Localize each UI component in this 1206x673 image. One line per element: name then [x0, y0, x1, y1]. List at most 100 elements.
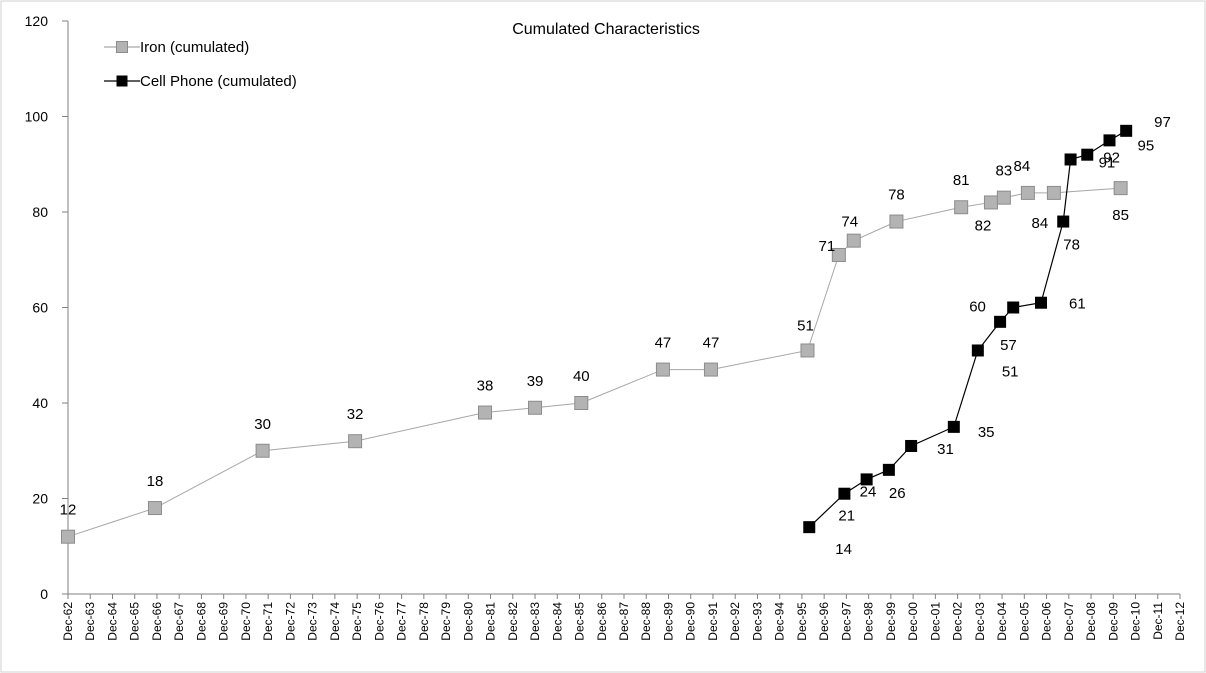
x-tick-label: Dec-80 — [461, 602, 475, 641]
series-line-cell-phone — [808, 130, 1127, 528]
cell-phone-data-label: 78 — [1063, 237, 1080, 254]
iron-data-label: 47 — [703, 335, 720, 352]
x-tick-label: Dec-75 — [350, 602, 364, 641]
y-tick-label: 60 — [32, 300, 48, 316]
x-tick-label: Dec-72 — [283, 602, 297, 641]
iron-point-marker — [528, 400, 543, 415]
x-tick-label: Dec-64 — [105, 602, 119, 641]
x-tick-label: Dec-62 — [61, 602, 75, 641]
x-tick-label: Dec-10 — [1129, 602, 1143, 641]
x-tick-label: Dec-70 — [239, 602, 253, 641]
iron-point-marker — [954, 200, 969, 215]
cell-phone-data-label: 61 — [1069, 296, 1086, 313]
cell-phone-data-label: 21 — [838, 508, 855, 525]
iron-data-label: 51 — [797, 317, 814, 334]
iron-point-marker — [996, 190, 1011, 205]
iron-point-marker — [983, 195, 998, 210]
iron-point-marker — [889, 214, 904, 229]
y-tick-label: 100 — [25, 109, 49, 125]
cell-phone-point-marker — [1103, 134, 1116, 147]
series-line-iron — [67, 187, 1121, 538]
iron-point-marker — [61, 529, 75, 544]
x-tick-label: Dec-85 — [573, 602, 587, 641]
cell-phone-point-marker — [1057, 215, 1070, 228]
legend-label: Cell Phone (cumulated) — [140, 73, 297, 90]
series-layer — [61, 124, 1133, 544]
cell-phone-data-label: 97 — [1154, 114, 1171, 131]
iron-data-label: 40 — [573, 368, 590, 385]
iron-point-marker — [574, 396, 589, 410]
x-tick-label: Dec-04 — [995, 602, 1009, 641]
iron-point-marker — [831, 247, 846, 262]
iron-point-marker — [800, 343, 815, 358]
iron-data-label: 32 — [347, 406, 364, 423]
legend-marker — [116, 75, 128, 87]
cell-phone-data-label: 35 — [978, 424, 995, 441]
iron-point-marker — [147, 501, 162, 516]
x-tick-label: Dec-96 — [817, 602, 831, 641]
iron-data-label: 30 — [254, 416, 271, 433]
iron-data-label: 39 — [527, 373, 544, 390]
x-tick-label: Dec-77 — [395, 602, 409, 641]
x-tick-label: Dec-94 — [773, 602, 787, 641]
x-tick-label: Dec-74 — [328, 602, 342, 641]
x-tick-label: Dec-87 — [617, 602, 631, 641]
cell-phone-point-marker — [838, 487, 851, 500]
legend: Iron (cumulated) Cell Phone (cumulated) — [104, 39, 297, 90]
iron-point-marker — [348, 434, 363, 449]
cell-phone-point-marker — [971, 344, 984, 357]
x-tick-label: Dec-84 — [550, 602, 564, 641]
legend-label: Iron (cumulated) — [140, 39, 249, 56]
iron-data-label: 74 — [841, 214, 858, 231]
cell-phone-data-label: 51 — [1002, 363, 1019, 380]
y-tick-label: 0 — [40, 586, 48, 602]
iron-data-label: 12 — [60, 502, 77, 519]
x-tick-label: Dec-82 — [506, 602, 520, 641]
x-tick-label: Dec-86 — [595, 602, 609, 641]
x-tick-label: Dec-92 — [728, 602, 742, 641]
cell-phone-data-label: 57 — [1000, 337, 1017, 354]
x-tick-label: Dec-97 — [839, 602, 853, 641]
cell-phone-data-label: 60 — [969, 299, 986, 316]
y-axis: 0 20 40 60 80 100 120 — [25, 13, 69, 602]
cell-phone-point-marker — [1007, 301, 1020, 314]
iron-point-marker — [255, 443, 270, 458]
cell-phone-point-marker — [994, 315, 1007, 328]
x-tick-label: Dec-76 — [372, 602, 386, 641]
x-tick-label: Dec-09 — [1106, 602, 1120, 641]
iron-point-marker — [478, 405, 492, 420]
y-tick-label: 120 — [25, 13, 49, 29]
cell-phone-data-label: 95 — [1137, 137, 1154, 154]
cell-phone-point-marker — [1064, 153, 1077, 166]
x-tick-label: Dec-90 — [684, 602, 698, 641]
x-tick-label: Dec-67 — [172, 602, 186, 641]
x-tick-label: Dec-63 — [83, 602, 97, 641]
y-tick-label: 40 — [32, 395, 48, 411]
iron-point-marker — [846, 233, 861, 248]
cell-phone-point-marker — [905, 439, 918, 452]
iron-point-marker — [1046, 185, 1061, 200]
x-tick-label: Dec-66 — [150, 602, 164, 641]
x-tick-label: Dec-88 — [639, 602, 653, 641]
x-tick-label: Dec-91 — [706, 602, 720, 641]
cell-phone-point-marker — [947, 420, 960, 433]
x-tick-label: Dec-95 — [795, 602, 809, 641]
x-tick-label: Dec-65 — [128, 602, 142, 641]
iron-point-marker — [655, 362, 670, 377]
iron-data-label: 38 — [477, 378, 494, 395]
cell-phone-data-label: 31 — [937, 441, 954, 458]
iron-point-marker — [703, 362, 718, 377]
iron-data-label: 82 — [975, 217, 992, 234]
x-tick-label: Dec-11 — [1151, 602, 1165, 640]
x-tick-label: Dec-89 — [661, 602, 675, 641]
y-tick-label: 80 — [32, 204, 48, 220]
cell-phone-point-marker — [1120, 124, 1133, 137]
x-tick-label: Dec-98 — [862, 602, 876, 641]
x-tick-label: Dec-93 — [750, 602, 764, 641]
cell-phone-point-marker — [803, 521, 816, 534]
x-tick-label: Dec-08 — [1084, 602, 1098, 641]
x-tick-label: Dec-69 — [217, 602, 231, 641]
x-tick-label: Dec-05 — [1017, 602, 1031, 641]
